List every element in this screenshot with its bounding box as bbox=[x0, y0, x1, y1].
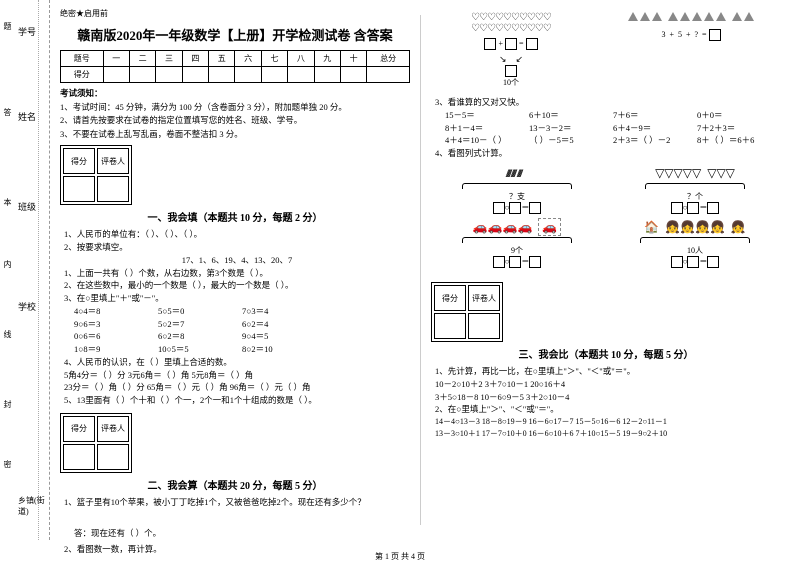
cars-icon: 🚗🚗🚗🚗 🚗 bbox=[431, 220, 603, 235]
notice-2: 2、请首先按要求在试卷的指定位置填写您的姓名、班级、学号。 bbox=[60, 114, 410, 128]
left-column: 绝密★启用前 赣南版2020年一年级数学【上册】开学检测试卷 含答案 题号 一 … bbox=[50, 0, 420, 540]
s1-q5: 5、13里面有（ ）个十和（ ）个一，2个一和1个十组成的数是（ ）。 bbox=[64, 394, 410, 407]
st-h7: 七 bbox=[261, 51, 287, 67]
s3-q2: 2、在○里填上"＞"、"＜"或"＝"。 bbox=[435, 403, 781, 416]
pens-icon: ////// ////// ////// bbox=[431, 166, 603, 181]
scorebox-1: 得分评卷人 bbox=[60, 145, 132, 205]
s3-q1r1: 10－2○10＋2 3＋7○10－1 20○16＋4 bbox=[435, 378, 781, 391]
right-column: ♡♡♡♡♡♡♡♡♡♡♡♡♡♡♡♡♡♡♡♡ + = ↘ ↙ 10个 3 + 5 bbox=[421, 0, 791, 540]
s3-q2r2: 13－3○10＋1 17－7○10＋0 16－6○10＋6 7＋10○15－5 … bbox=[435, 428, 781, 440]
st-h9: 九 bbox=[314, 51, 340, 67]
fig-pens-triangles: ////// ////// ////// ？支 ○＝ ▽▽▽▽▽ ▽▽▽ ？个 … bbox=[431, 166, 781, 214]
st-h5: 五 bbox=[209, 51, 235, 67]
r-q4: 4、看图列式计算。 bbox=[435, 147, 781, 160]
st-r2: 得分 bbox=[61, 67, 104, 83]
st-h8: 八 bbox=[288, 51, 314, 67]
s1-q3: 3、在○里填上"＋"或"－"。 bbox=[64, 292, 410, 305]
scorebox-3: 得分评卷人 bbox=[431, 282, 503, 342]
s3-q1: 1、先计算，再比一比，在○里填上"＞"、"＜"或"＝"。 bbox=[435, 365, 781, 378]
sb1-c2: 评卷人 bbox=[97, 148, 129, 174]
scorebox-2: 得分评卷人 bbox=[60, 413, 132, 473]
bind-mark-5: 封 bbox=[2, 400, 13, 408]
st-h3: 三 bbox=[156, 51, 182, 67]
s2-q1-ans: 答：现在还有（ ）个。 bbox=[74, 527, 410, 540]
people-label: 10人 bbox=[609, 245, 781, 256]
tri-expr: 3 + 5 + ? = bbox=[611, 29, 771, 41]
s2-body: 1、篮子里有10个苹果，被小丁丁吃掉1个，又被爸爸吃掉2个。现在还有多少个？ 答… bbox=[60, 496, 410, 556]
notice-3: 3、不要在试卷上乱写乱画，卷面不整洁扣 3 分。 bbox=[60, 128, 410, 142]
s2-title: 二、我会算（本题共 20 分，每题 5 分） bbox=[60, 477, 410, 492]
cars-label: 9个 bbox=[431, 245, 603, 256]
bind-mark-4: 线 bbox=[2, 330, 13, 338]
fig-hearts-triangles: ♡♡♡♡♡♡♡♡♡♡♡♡♡♡♡♡♡♡♡♡ + = ↘ ↙ 10个 3 + 5 bbox=[431, 12, 781, 88]
pen-label: ？支 bbox=[431, 191, 603, 202]
st-h11: 总分 bbox=[367, 51, 410, 67]
st-h2: 二 bbox=[129, 51, 155, 67]
st-h4: 四 bbox=[182, 51, 208, 67]
bind-mark-6: 密 bbox=[2, 460, 13, 468]
content-area: 绝密★启用前 赣南版2020年一年级数学【上册】开学检测试卷 含答案 题号 一 … bbox=[50, 0, 800, 540]
s1-q4r2: 23分＝（ ）角（ ）分 65角＝（ ）元（ ）角 96角＝（ ）元（ ）角 bbox=[64, 381, 410, 394]
s1-q2: 2、按要求填空。 bbox=[64, 241, 410, 254]
bind-mark-2: 本 bbox=[2, 198, 13, 206]
page-footer: 第 1 页 共 4 页 bbox=[0, 551, 800, 562]
s3-q2r1: 14－4○13－3 18－8○19－9 16－6○17－7 15－5○16－6 … bbox=[435, 416, 781, 428]
bind-label-0: 学号 bbox=[18, 25, 36, 38]
score-table: 题号 一 二 三 四 五 六 七 八 九 十 总分 得分 bbox=[60, 50, 410, 83]
s1-body: 1、人民币的单位有：（ ）、（ ）、（ ）。 2、按要求填空。 17、1、6、1… bbox=[60, 228, 410, 407]
triangle-row bbox=[611, 12, 771, 23]
tri-label: ？个 bbox=[609, 191, 781, 202]
s1-q1: 1、人民币的单位有：（ ）、（ ）、（ ）。 bbox=[64, 228, 410, 241]
bind-label-1: 姓名 bbox=[18, 110, 36, 123]
s1-q2a: 1、上面一共有（ ）个数，从右边数，第3个数是（ ）。 bbox=[64, 267, 410, 280]
tri2-icon: ▽▽▽▽▽ ▽▽▽ bbox=[609, 166, 781, 181]
people-icon: 🏠 👧👧👧👧 👧 bbox=[609, 220, 781, 235]
s3-body: 1、先计算，再比一比，在○里填上"＞"、"＜"或"＝"。 10－2○10＋2 3… bbox=[431, 365, 781, 440]
s1-q2-nums: 17、1、6、19、4、13、20、7 bbox=[64, 254, 410, 267]
s1-q4: 4、人民币的认识，在（ ）里填上合适的数。 bbox=[64, 356, 410, 369]
bind-mark-1: 答 bbox=[2, 108, 13, 116]
s1-title: 一、我会填（本题共 10 分，每题 2 分） bbox=[60, 209, 410, 224]
s3-q1r2: 3＋5○18－8 10－6○9－5 3＋2○10－4 bbox=[435, 391, 781, 404]
secret-label: 绝密★启用前 bbox=[60, 8, 410, 19]
st-h1: 一 bbox=[103, 51, 129, 67]
notice-1: 1、考试时间：45 分钟，满分为 100 分（含卷面分 3 分），附加题单独 2… bbox=[60, 101, 410, 115]
fig-cars-people: 🚗🚗🚗🚗 🚗 9个 ○＝ 🏠 👧👧👧👧 👧 10人 ○＝ bbox=[431, 220, 781, 268]
s3-title: 三、我会比（本题共 10 分，每题 5 分） bbox=[431, 346, 781, 361]
bind-label-2: 班级 bbox=[18, 200, 36, 213]
binding-margin: 学号 题 姓名 答 班级 本 内 学校 线 封 密 乡镇(街道) bbox=[0, 0, 50, 540]
st-h6: 六 bbox=[235, 51, 261, 67]
sb1-c1: 得分 bbox=[63, 148, 95, 174]
s2-q1: 1、篮子里有10个苹果，被小丁丁吃掉1个，又被爸爸吃掉2个。现在还有多少个？ bbox=[64, 496, 410, 509]
ten-label: 10个 bbox=[431, 77, 591, 88]
st-h10: 十 bbox=[340, 51, 366, 67]
hearts-row: ♡♡♡♡♡♡♡♡♡♡♡♡♡♡♡♡♡♡♡♡ bbox=[431, 12, 591, 34]
st-h0: 题号 bbox=[61, 51, 104, 67]
r-q3-title: 3、看谁算的又对又快。 bbox=[435, 96, 781, 109]
s1-q2b: 2、在这些数中，最小的一个数是（ ），最大的一个数是（ ）。 bbox=[64, 279, 410, 292]
bind-mark-0: 题 bbox=[2, 22, 13, 30]
bind-label-3: 学校 bbox=[18, 300, 36, 313]
s1-q4r1: 5角4分＝（ ）分 3元6角＝（ ）角 5元8角＝（ ）角 bbox=[64, 369, 410, 382]
r-q3: 3、看谁算的又对又快。 15－5＝6＋10＝7＋6＝0＋0＝ 8＋1－4＝13－… bbox=[431, 96, 781, 160]
notice-title: 考试须知： bbox=[60, 87, 410, 101]
paper-title: 赣南版2020年一年级数学【上册】开学检测试卷 含答案 bbox=[60, 25, 410, 44]
bind-mark-3: 内 bbox=[2, 260, 13, 268]
bind-label-4: 乡镇(街道) bbox=[18, 495, 49, 517]
notice-block: 考试须知： 1、考试时间：45 分钟，满分为 100 分（含卷面分 3 分），附… bbox=[60, 87, 410, 141]
